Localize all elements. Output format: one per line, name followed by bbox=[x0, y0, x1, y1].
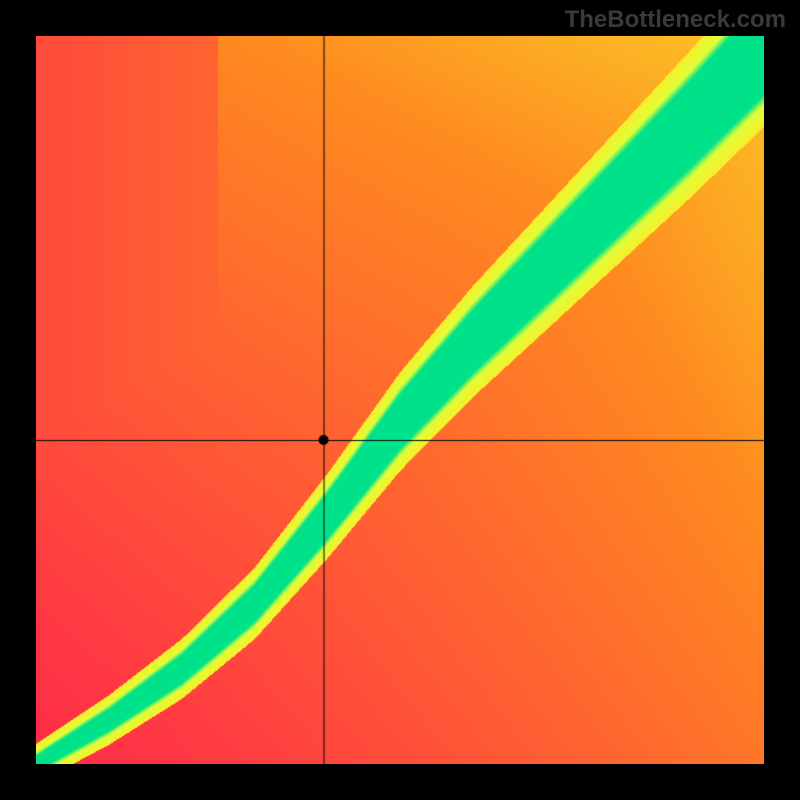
chart-container: TheBottleneck.com bbox=[0, 0, 800, 800]
heatmap-canvas bbox=[36, 36, 764, 764]
watermark-text: TheBottleneck.com bbox=[565, 6, 786, 34]
heatmap-plot bbox=[36, 36, 764, 764]
